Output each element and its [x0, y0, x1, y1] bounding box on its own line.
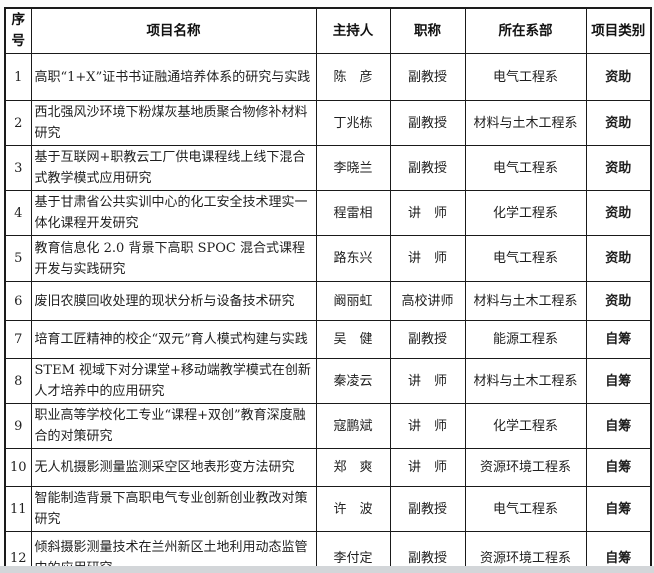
- cell-title: 讲 师: [389, 235, 466, 282]
- cell-department: 化学工程系: [464, 403, 587, 449]
- cell-project-name: 西北强风沙环境下粉煤灰基地质聚合物修补材料研究: [30, 100, 317, 146]
- cell-project-name: 职业高等学校化工专业“课程+双创”教育深度融合的对策研究: [30, 403, 317, 449]
- header-title: 职称: [389, 7, 466, 54]
- cell-title: 讲 师: [389, 403, 466, 449]
- header-project-name: 项目名称: [30, 7, 317, 54]
- cell-department: 电气工程系: [464, 145, 587, 191]
- cell-project-name: STEM 视域下对分课堂+移动端教学模式在创新人才培养中的应用研究: [30, 358, 317, 404]
- cell-project-name: 无人机摄影测量监测采空区地表形变方法研究: [30, 448, 317, 487]
- table-row: 5 教育信息化 2.0 背景下高职 SPOC 混合式课程开发与实践研究 路东兴 …: [4, 235, 652, 282]
- cell-leader: 寇鹏斌: [315, 403, 391, 449]
- cell-project-name: 基于互联网+职教云工厂供电课程线上线下混合式教学模式应用研究: [30, 145, 317, 191]
- cell-leader: 程雷相: [315, 190, 391, 236]
- cell-title: 副教授: [389, 100, 466, 146]
- cell-index: 2: [4, 100, 32, 146]
- cell-project-name: 废旧农膜回收处理的现状分析与设备技术研究: [30, 281, 317, 321]
- cell-project-name: 基于甘肃省公共实训中心的化工安全技术理实一体化课程开发研究: [30, 190, 317, 236]
- table-row: 6 废旧农膜回收处理的现状分析与设备技术研究 阚丽虹 高校讲师 材料与土木工程系…: [4, 281, 652, 321]
- table-row: 10 无人机摄影测量监测采空区地表形变方法研究 郑 爽 讲 师 资源环境工程系 …: [4, 448, 652, 487]
- table-row: 1 高职“1+X”证书书证融通培养体系的研究与实践 陈 彦 副教授 电气工程系 …: [4, 53, 652, 101]
- cell-title: 高校讲师: [389, 281, 466, 321]
- cell-project-name: 高职“1+X”证书书证融通培养体系的研究与实践: [30, 53, 317, 101]
- project-list-table: 序号 项目名称 主持人 职称 所在系部 项目类别 1 高职“1+X”证书书证融通…: [4, 7, 652, 573]
- cell-project-name: 教育信息化 2.0 背景下高职 SPOC 混合式课程开发与实践研究: [30, 235, 317, 282]
- cell-department: 材料与土木工程系: [464, 358, 587, 404]
- cell-department: 电气工程系: [464, 486, 587, 532]
- cell-index: 8: [4, 358, 32, 404]
- table-header-row: 序号 项目名称 主持人 职称 所在系部 项目类别: [4, 7, 652, 54]
- cell-index: 1: [4, 53, 32, 101]
- cell-leader: 吴 健: [315, 320, 391, 359]
- table-row: 7 培育工匠精神的校企“双元”育人模式构建与实践 吴 健 副教授 能源工程系 自…: [4, 320, 652, 359]
- table-row: 3 基于互联网+职教云工厂供电课程线上线下混合式教学模式应用研究 李晓兰 副教授…: [4, 145, 652, 191]
- cell-leader: 阚丽虹: [315, 281, 391, 321]
- cell-leader: 秦凌云: [315, 358, 391, 404]
- cell-category: 自筹: [585, 320, 652, 359]
- cell-leader: 丁兆栋: [315, 100, 391, 146]
- cell-title: 副教授: [389, 145, 466, 191]
- cell-department: 化学工程系: [464, 190, 587, 236]
- page-edge-shadow: [0, 566, 654, 573]
- cell-category: 资助: [585, 145, 652, 191]
- cell-title: 讲 师: [389, 358, 466, 404]
- cell-department: 资源环境工程系: [464, 448, 587, 487]
- cell-category: 资助: [585, 53, 652, 101]
- cell-category: 自筹: [585, 486, 652, 532]
- cell-category: 自筹: [585, 358, 652, 404]
- cell-index: 11: [4, 486, 32, 532]
- cell-leader: 陈 彦: [315, 53, 391, 101]
- header-category: 项目类别: [585, 7, 652, 54]
- header-department: 所在系部: [464, 7, 587, 54]
- cell-category: 资助: [585, 190, 652, 236]
- cell-department: 材料与土木工程系: [464, 100, 587, 146]
- cell-category: 资助: [585, 235, 652, 282]
- cell-index: 6: [4, 281, 32, 321]
- cell-leader: 路东兴: [315, 235, 391, 282]
- cell-category: 自筹: [585, 403, 652, 449]
- cell-title: 副教授: [389, 53, 466, 101]
- cell-department: 材料与土木工程系: [464, 281, 587, 321]
- cell-project-name: 智能制造背景下高职电气专业创新创业教改对策研究: [30, 486, 317, 532]
- table-row: 11 智能制造背景下高职电气专业创新创业教改对策研究 许 波 副教授 电气工程系…: [4, 486, 652, 532]
- cell-department: 电气工程系: [464, 53, 587, 101]
- table-row: 8 STEM 视域下对分课堂+移动端教学模式在创新人才培养中的应用研究 秦凌云 …: [4, 358, 652, 404]
- cell-title: 讲 师: [389, 448, 466, 487]
- cell-index: 9: [4, 403, 32, 449]
- cell-index: 5: [4, 235, 32, 282]
- table-row: 2 西北强风沙环境下粉煤灰基地质聚合物修补材料研究 丁兆栋 副教授 材料与土木工…: [4, 100, 652, 146]
- cell-title: 讲 师: [389, 190, 466, 236]
- cell-index: 4: [4, 190, 32, 236]
- cell-leader: 许 波: [315, 486, 391, 532]
- cell-department: 能源工程系: [464, 320, 587, 359]
- cell-category: 自筹: [585, 448, 652, 487]
- cell-category: 资助: [585, 100, 652, 146]
- cell-leader: 李晓兰: [315, 145, 391, 191]
- cell-department: 电气工程系: [464, 235, 587, 282]
- cell-project-name: 培育工匠精神的校企“双元”育人模式构建与实践: [30, 320, 317, 359]
- cell-index: 7: [4, 320, 32, 359]
- cell-leader: 郑 爽: [315, 448, 391, 487]
- cell-title: 副教授: [389, 486, 466, 532]
- cell-index: 10: [4, 448, 32, 487]
- cell-index: 3: [4, 145, 32, 191]
- header-index: 序号: [4, 7, 32, 54]
- table-row: 9 职业高等学校化工专业“课程+双创”教育深度融合的对策研究 寇鹏斌 讲 师 化…: [4, 403, 652, 449]
- table-row: 4 基于甘肃省公共实训中心的化工安全技术理实一体化课程开发研究 程雷相 讲 师 …: [4, 190, 652, 236]
- cell-category: 资助: [585, 281, 652, 321]
- cell-title: 副教授: [389, 320, 466, 359]
- header-leader: 主持人: [315, 7, 391, 54]
